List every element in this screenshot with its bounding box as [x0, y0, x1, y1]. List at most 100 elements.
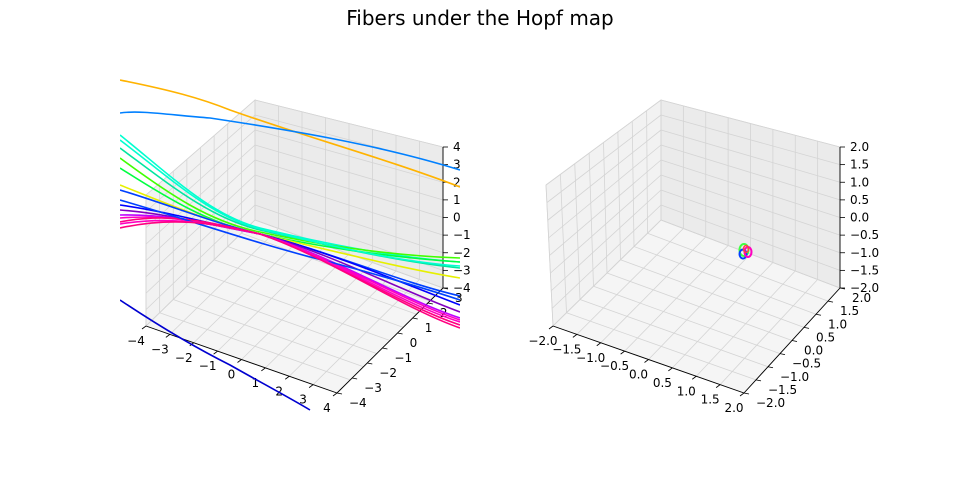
grid-line [647, 232, 829, 302]
x-tick-label: −0.5 [600, 359, 629, 373]
x-tick [548, 325, 554, 330]
z-tick-label: 2.0 [850, 140, 869, 154]
x-tick [308, 384, 314, 388]
fiber-line [120, 139, 460, 267]
z-tick-label: 1.5 [850, 158, 869, 172]
y-tick [767, 366, 774, 369]
z-tick-label: 1.0 [850, 175, 869, 189]
grid-line [660, 159, 841, 218]
grid-line [549, 159, 662, 256]
x-tick-label: −3 [151, 342, 169, 356]
z-tick-label: 1 [453, 193, 461, 207]
z-tick-label: −2.0 [850, 281, 879, 295]
y-tick-label: 3 [455, 291, 463, 305]
y-tick [397, 332, 403, 335]
x-tick-label: −2 [175, 351, 193, 365]
y-tick [815, 313, 822, 316]
y-tick [743, 392, 750, 395]
x-tick [572, 334, 578, 338]
y-tick-label: −0.5 [792, 357, 821, 371]
y-tick-label: −2.0 [756, 396, 785, 410]
x-tick-label: −4 [127, 334, 145, 348]
x-tick-label: 2.0 [724, 401, 743, 415]
grid-line [312, 279, 420, 385]
fiber-line [120, 111, 460, 171]
y-tick [755, 379, 762, 382]
y-tick [803, 326, 810, 329]
z-tick-label: −0.5 [850, 228, 879, 242]
x-tick [668, 367, 673, 372]
x-tick [261, 367, 266, 372]
x-tick-label: 0 [228, 368, 236, 382]
x-tick-label: 1.5 [701, 393, 720, 407]
grid-line [660, 114, 841, 166]
y-tick-label: −2 [379, 366, 397, 380]
z-tick-label: 0 [453, 211, 461, 225]
x-tick [739, 392, 745, 397]
fiber-circle [742, 244, 750, 254]
y-tick-label: 1.5 [840, 304, 859, 318]
grid-line [672, 262, 774, 369]
z-tick-label: −1.0 [850, 246, 879, 260]
grid-line [695, 270, 796, 377]
grid-line [660, 99, 841, 148]
x-tick [285, 375, 290, 380]
x-tick-label: 0.5 [653, 376, 672, 390]
grid-line [633, 246, 817, 315]
y-tick [336, 392, 343, 395]
y-tick-label: 0.0 [804, 344, 823, 358]
y-tick [427, 302, 433, 305]
x-tick [141, 325, 147, 330]
x-tick [596, 342, 601, 347]
grid-line [617, 131, 621, 260]
grid-line [254, 144, 444, 201]
grid-line [145, 99, 256, 196]
x-tick-label: 3 [299, 393, 307, 407]
y-tick-label: 2.0 [852, 291, 871, 305]
grid-line [548, 144, 662, 239]
y-tick [367, 362, 373, 365]
y-tick-label: 0.5 [816, 330, 835, 344]
z-tick-label: −4 [453, 281, 471, 295]
x-tick-label: −2.0 [528, 334, 557, 348]
x-tick-label: −1 [199, 359, 217, 373]
y-tick [352, 377, 358, 380]
z-tick-label: 4 [453, 140, 461, 154]
grid-line [606, 272, 793, 341]
grid-line [646, 110, 648, 234]
grid-line [719, 279, 818, 385]
x-tick-label: 4 [323, 401, 331, 415]
x-tick [692, 375, 697, 380]
y-tick [412, 317, 418, 320]
fiber-line [120, 299, 311, 411]
x-tick-label: −1.0 [576, 351, 605, 365]
z-tick-label: −3 [453, 263, 471, 277]
y-tick-label: 1.0 [828, 317, 847, 331]
grid-line [200, 272, 391, 341]
z-tick-label: 2 [453, 175, 461, 189]
grid-line [254, 159, 444, 218]
y-tick [382, 347, 388, 350]
y-tick-label: −1.0 [780, 370, 809, 384]
x-tick-label: 1.0 [677, 384, 696, 398]
y-tick-label: −3 [364, 381, 382, 395]
grid-line [631, 121, 635, 247]
figure-title: Fibers under the Hopf map [346, 6, 614, 30]
fibers-left [120, 79, 460, 411]
fiber-line [120, 157, 460, 259]
y-tick-label: 0 [410, 336, 418, 350]
x-tick [213, 350, 218, 355]
x-tick-label: 2 [275, 384, 283, 398]
z-tick-label: −1.5 [850, 263, 879, 277]
x-tick [620, 350, 625, 355]
y-tick-label: −4 [349, 396, 367, 410]
y-tick [779, 353, 786, 356]
fiber-line [120, 79, 460, 188]
grid-line [227, 246, 417, 315]
grid-line [660, 129, 841, 183]
grid-line [546, 114, 662, 203]
z-tick-label: 0.0 [850, 211, 869, 225]
fiber-line [120, 134, 460, 263]
